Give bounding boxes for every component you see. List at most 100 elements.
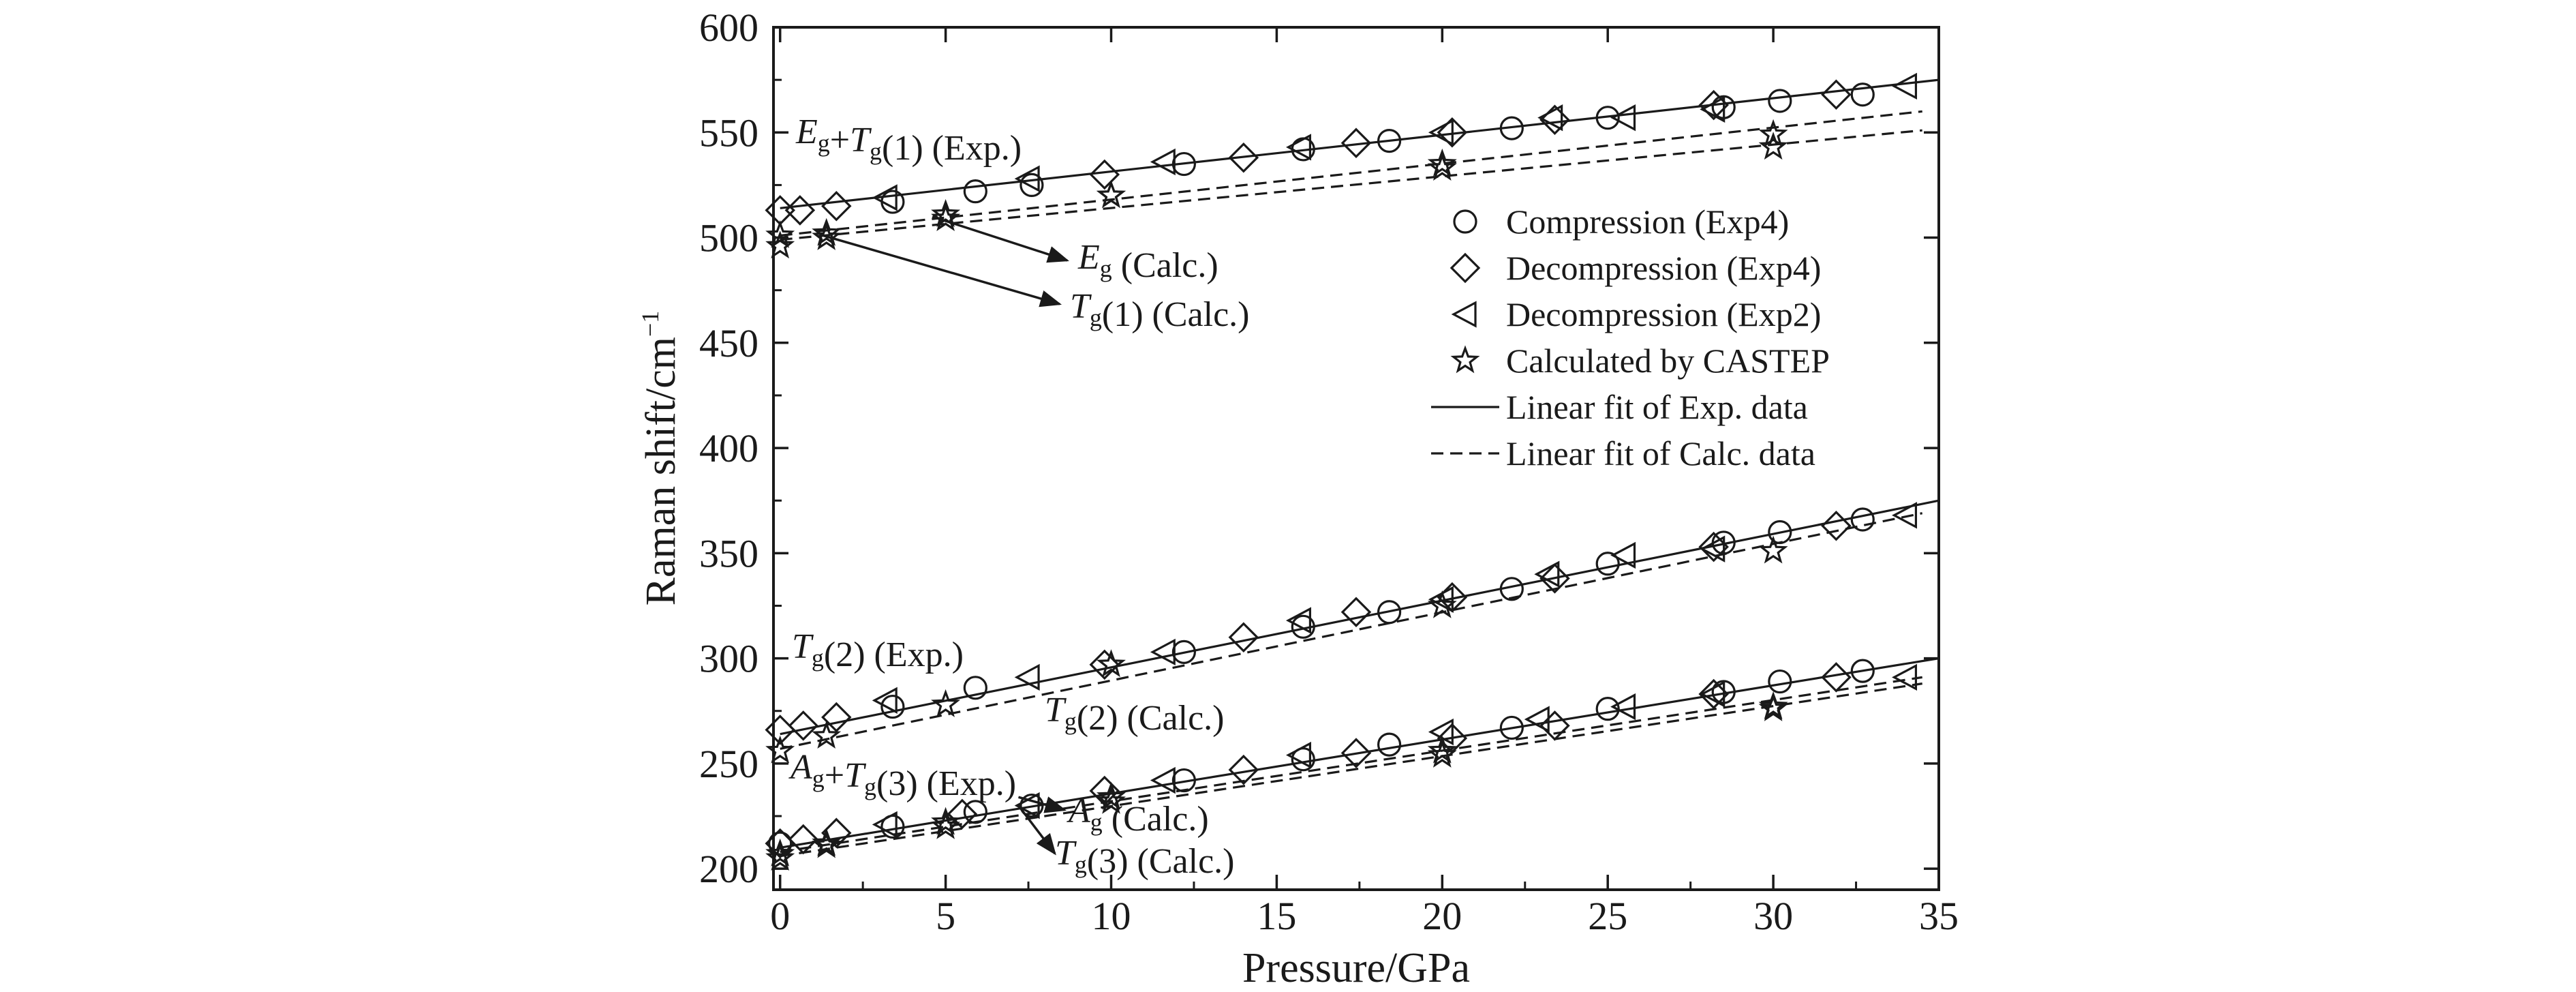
triangle-left-data-point	[1892, 502, 1918, 529]
legend-label: Decompression (Exp4)	[1506, 249, 1821, 287]
diamond-data-point	[1340, 738, 1372, 768]
triangle-left-data-point	[1700, 95, 1726, 123]
legend-label: Calculated by CASTEP	[1506, 342, 1830, 380]
annotation-eg-tg1-exp: Eg+Tg(1) (Exp.)	[795, 112, 1022, 168]
circle-data-point	[1768, 89, 1792, 113]
circle-data-point	[880, 694, 905, 719]
diamond-data-point	[1539, 710, 1570, 741]
legend-label: Linear fit of Calc. data	[1506, 434, 1815, 472]
star-data-point	[931, 198, 961, 227]
star-data-point	[1097, 781, 1126, 810]
diamond-data-point	[788, 824, 818, 855]
diamond-data-point	[1228, 754, 1259, 785]
star-data-point	[1758, 693, 1788, 721]
triangle-left-data-point	[1537, 104, 1563, 132]
diamond-data-point	[1539, 563, 1570, 594]
y-tick-label: 550	[699, 110, 758, 155]
diamond-data-point	[1228, 622, 1259, 653]
circle-data-point	[1377, 732, 1402, 757]
star-data-point	[812, 222, 842, 250]
triangle-left-data-point	[1428, 119, 1454, 146]
annotation-arrow	[823, 234, 1062, 307]
y-tick-label: 350	[699, 531, 758, 575]
x-tick-label: 35	[1919, 894, 1959, 938]
triangle-left-data-point	[1524, 706, 1550, 733]
calc-fit-line	[780, 110, 1922, 237]
triangle-left-data-point	[1150, 766, 1176, 794]
star-data-point	[765, 230, 795, 259]
diamond-data-point	[1821, 662, 1852, 693]
circle-data-point	[1171, 768, 1196, 793]
legend-star-marker	[1450, 345, 1480, 374]
star-data-point	[765, 220, 795, 248]
diamond-data-point	[1089, 159, 1120, 190]
triangle-left-data-point	[1892, 663, 1918, 691]
diamond-data-point	[1821, 510, 1852, 541]
diamond-data-point	[947, 798, 978, 830]
star-data-point	[1097, 649, 1126, 678]
triangle-left-data-point	[1610, 693, 1636, 721]
star-data-point	[1758, 132, 1788, 160]
star-data-point	[1758, 691, 1788, 719]
circle-data-point	[1768, 520, 1792, 545]
triangle-left-data-point	[1892, 72, 1918, 100]
triangle-left-data-point	[872, 811, 898, 839]
star-data-point	[931, 811, 961, 839]
star-data-point	[1758, 535, 1788, 564]
star-data-point	[765, 735, 795, 764]
x-tick-label: 25	[1588, 894, 1627, 938]
axis-ticks: 0 5 10 15 20 25 30 35 200 250 300 350 400 450 500 550 60…	[699, 5, 1959, 938]
circle-data-point	[1291, 614, 1315, 639]
calc-fit-line	[780, 129, 1922, 241]
legend-label: Linear fit of Exp. data	[1506, 388, 1808, 426]
circle-data-point	[1499, 715, 1524, 740]
annotation-tg1-calc: Tg(1) (Calc.)	[1070, 287, 1249, 334]
star-data-point	[1096, 180, 1126, 209]
x-axis-title: Pressure/GPa	[1242, 945, 1470, 991]
triangle-left-data-point	[1150, 148, 1176, 176]
calc-fit-line	[780, 512, 1923, 750]
diamond-data-point	[1340, 127, 1372, 158]
diamond-data-point	[1821, 79, 1852, 110]
star-data-point	[1427, 148, 1457, 177]
y-tick-label: 300	[699, 637, 758, 681]
circle-data-point	[1499, 577, 1524, 601]
annotation-arrow	[1018, 796, 1067, 813]
legend-label: Decompression (Exp2)	[1506, 295, 1821, 333]
circle-data-point	[1019, 172, 1044, 198]
x-tick-label: 0	[770, 894, 790, 938]
triangle-left-data-point	[1014, 663, 1040, 691]
fit-lines	[780, 78, 1939, 858]
x-tick-label: 5	[936, 894, 955, 938]
circle-data-point	[1499, 116, 1524, 140]
circle-data-point	[1019, 793, 1044, 818]
annotation-ag-tg3-exp: Ag+Tg(3) (Exp.)	[788, 748, 1016, 803]
diamond-data-point	[1228, 142, 1259, 173]
star-data-point	[931, 203, 961, 232]
y-tick-label: 600	[699, 5, 758, 50]
triangle-left-data-point	[1014, 165, 1040, 192]
triangle-left-data-point	[1534, 560, 1560, 588]
legend-triangle-left-marker	[1451, 301, 1477, 328]
circle-data-point	[963, 179, 987, 204]
diamond-data-point	[821, 190, 852, 222]
triangle-left-data-point	[1150, 638, 1176, 666]
y-axis-title: Raman shift/cm−1	[637, 311, 684, 606]
star-data-point	[931, 807, 961, 835]
annotation-arrow	[1017, 805, 1056, 856]
y-tick-label: 400	[699, 426, 758, 470]
annotation-tg2-calc: Tg(2) (Calc.)	[1045, 691, 1224, 738]
circle-data-point	[880, 190, 905, 214]
triangle-left-data-point	[1610, 104, 1636, 132]
diamond-data-point	[1437, 117, 1468, 148]
diamond-data-point	[1340, 597, 1372, 627]
star-data-point	[765, 838, 795, 867]
y-tick-label: 450	[699, 321, 758, 365]
legend-circle-marker	[1453, 209, 1477, 234]
annotation-arrow	[932, 215, 1069, 263]
annotations: Eg+Tg(1) (Exp.) Eg (Calc.)Tg(1) (Calc.) Tg…	[788, 112, 1249, 881]
circle-data-point	[1768, 669, 1792, 694]
diamond-data-point	[821, 702, 852, 733]
annotation-ag-calc: Ag (Calc.)	[1067, 792, 1209, 839]
